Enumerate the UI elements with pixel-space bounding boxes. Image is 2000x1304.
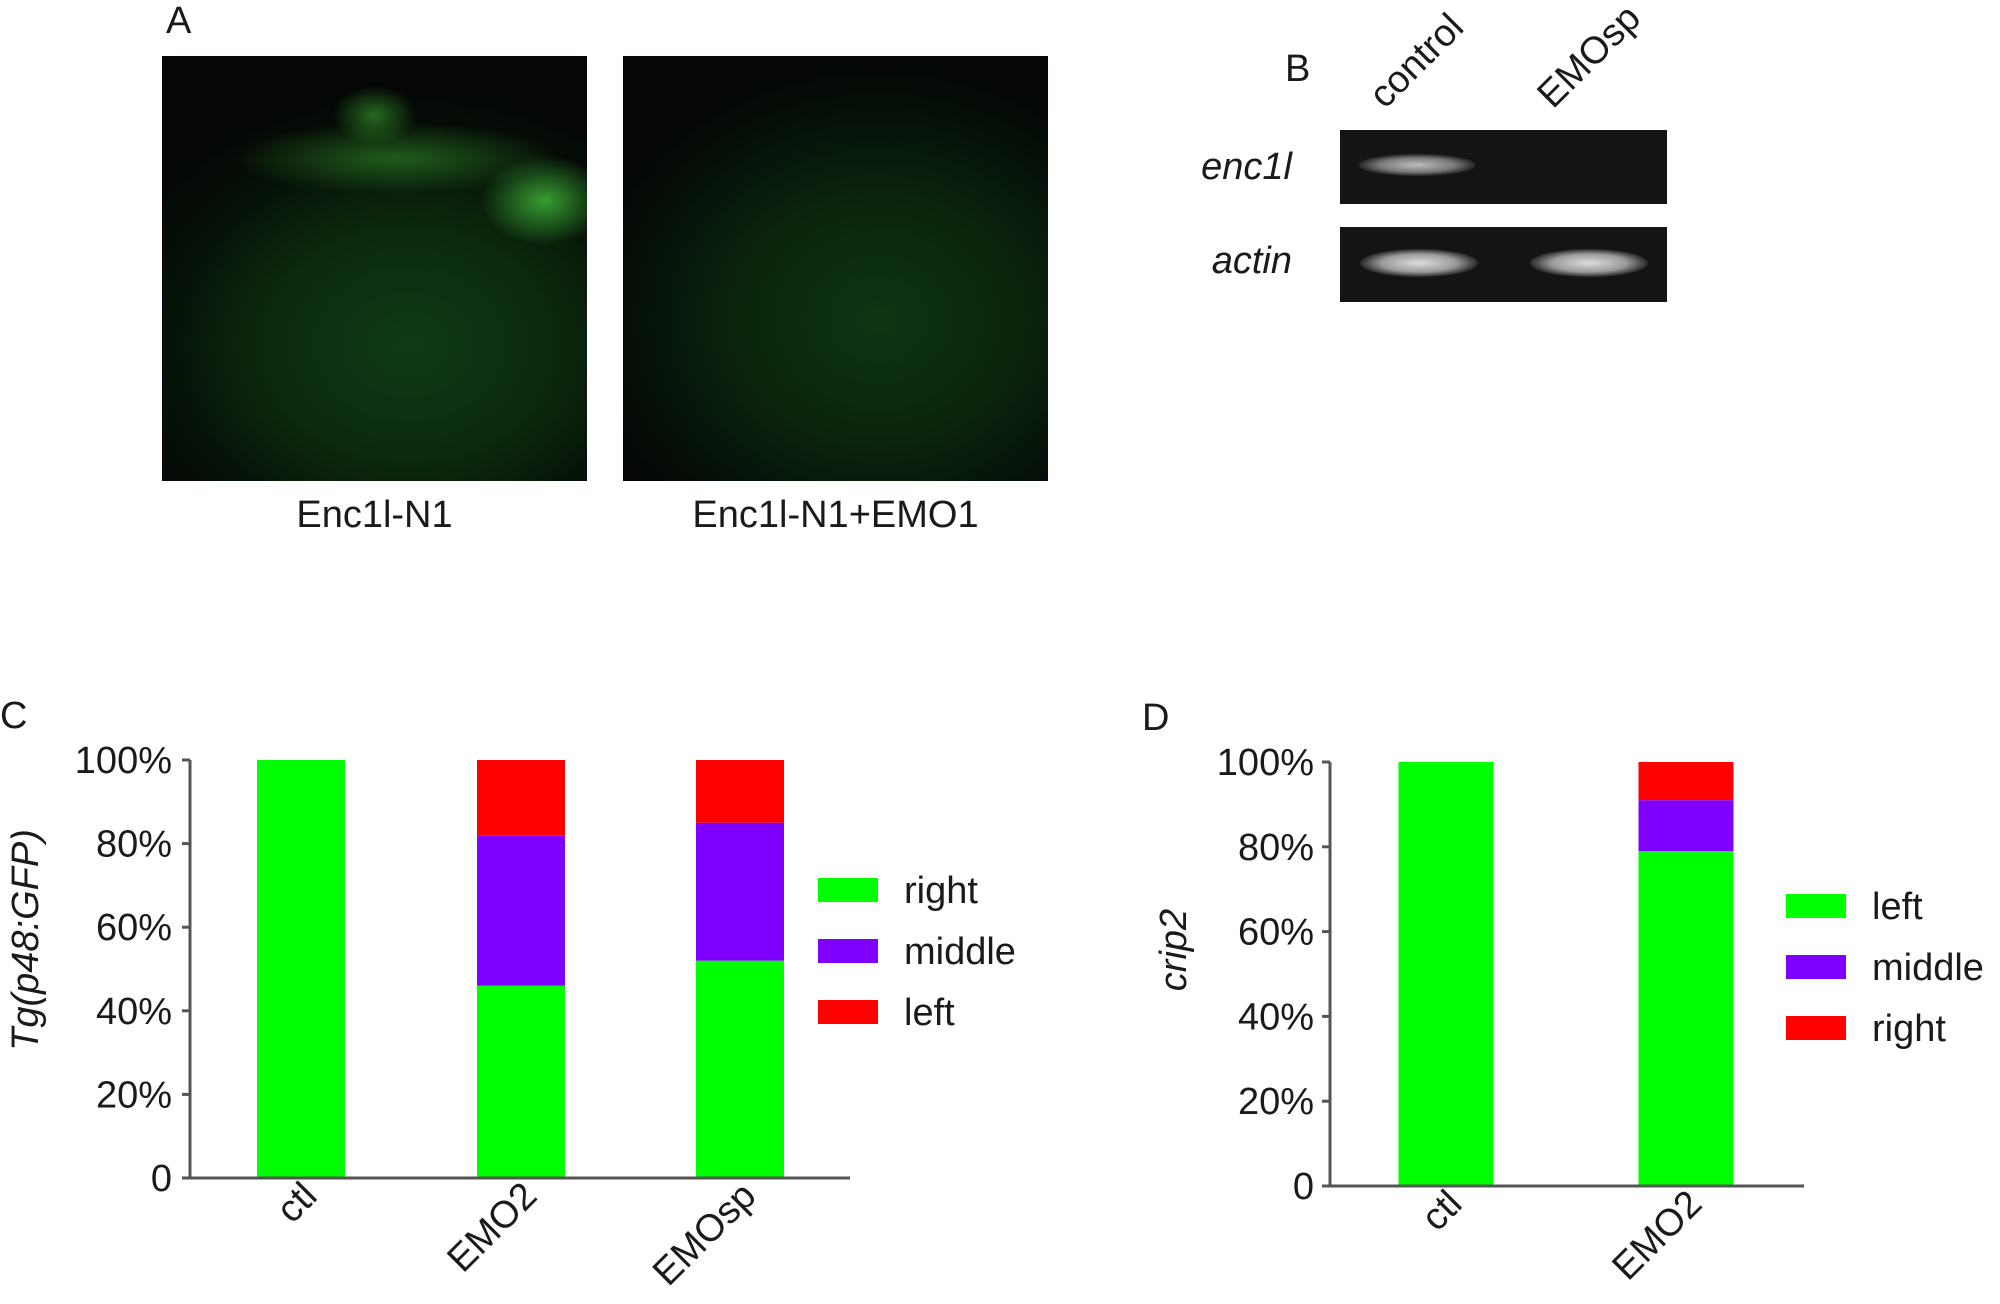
chart-d-y-tick-label: 80% [1238,827,1314,869]
chart-d-bar-ctl-left [1398,762,1494,1186]
chart-d-y-tick-label: 60% [1238,912,1314,954]
chart-c-x-tick-label: ctl [269,1175,326,1232]
gel-strip-actin [1340,227,1667,302]
chart-d-x-tick-label: EMO2 [1605,1183,1711,1289]
chart-c-bar-emo2-middle [477,835,565,986]
chart-d-legend-label-middle: middle [1872,947,1984,989]
chart-c-legend-swatch-middle [818,939,878,963]
chart-c-panel-letter: C [0,695,27,737]
chart-c-bar-emosp-middle [696,822,784,961]
chart-c-legend-label-left: left [904,992,955,1034]
chart-d-legend-swatch-middle [1786,955,1846,979]
chart-c-bar-ctl-right [257,760,345,1178]
band-actin-emosp [1530,249,1648,277]
chart-c-y-tick-label: 20% [96,1074,172,1116]
chart-c-y-tick-label: 60% [96,907,172,949]
chart-c-legend-label-right: right [904,870,978,912]
chart-d-legend-label-left: left [1872,886,1923,928]
micrograph-emo1 [623,56,1048,481]
chart-d-y-tick-label: 20% [1238,1081,1314,1123]
band-actin-control [1360,249,1478,277]
panel-b-letter: B [1285,48,1311,90]
chart-d-bar-emo2-left [1638,851,1734,1186]
chart-d-x-tick-label: ctl [1414,1183,1471,1240]
chart-c-x-tick-label: EMOsp [645,1175,764,1294]
chart-c-y-tick-label: 80% [96,824,172,866]
chart-d-y-tick-label: 40% [1238,996,1314,1038]
chart-c-legend-swatch-right [818,878,878,902]
chart-d-y-axis-label: crip2 [1153,909,1195,991]
gel-strip-enc1l [1340,130,1667,204]
chart-d-y-tick-label: 0 [1293,1166,1314,1208]
chart-d-legend-label-right: right [1872,1008,1946,1050]
gel-row-label-actin: actin [1211,240,1292,282]
chart-c-bar-emosp-right [696,960,784,1178]
chart-c-x-tick-label: EMO2 [440,1175,546,1281]
micrograph-left-caption: Enc1l-N1 [296,494,453,536]
chart-d-legend-swatch-right [1786,1016,1846,1040]
chart-d-bar-emo2-right [1638,762,1734,801]
band-enc1l-control [1358,154,1476,176]
chart-c-y-tick-label: 40% [96,991,172,1033]
chart-c-y-tick-label: 0 [151,1158,172,1200]
chart-d-y-tick-label: 100% [1217,742,1314,784]
panel-a-letter: A [166,0,192,42]
gel-row-label-enc1l: enc1l [1201,146,1292,188]
chart-c-y-axis-label: Tg(p48:GFP) [5,829,47,1051]
chart-c-bar-emo2-right [477,985,565,1178]
chart-d-bar-emo2-middle [1638,800,1734,852]
chart-d-legend-swatch-left [1786,894,1846,918]
chart-c-legend-label-middle: middle [904,931,1016,973]
chart-c-y-tick-label: 100% [75,740,172,782]
chart-d-panel-letter: D [1142,697,1169,739]
chart-c-bar-emosp-left [696,760,784,823]
micrograph-control [162,56,587,481]
chart-c-legend-swatch-left [818,1000,878,1024]
micrograph-right-caption: Enc1l-N1+EMO1 [692,494,979,536]
chart-c-bar-emo2-left [477,760,565,836]
